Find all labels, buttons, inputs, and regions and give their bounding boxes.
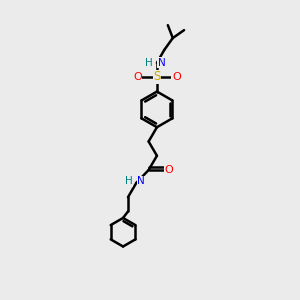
Text: O: O <box>172 72 181 82</box>
Text: H: H <box>145 58 153 68</box>
Text: H: H <box>124 176 132 186</box>
Text: N: N <box>158 58 166 68</box>
Text: O: O <box>165 165 174 175</box>
Text: O: O <box>133 72 142 82</box>
Text: S: S <box>153 70 161 83</box>
Text: N: N <box>137 176 145 186</box>
